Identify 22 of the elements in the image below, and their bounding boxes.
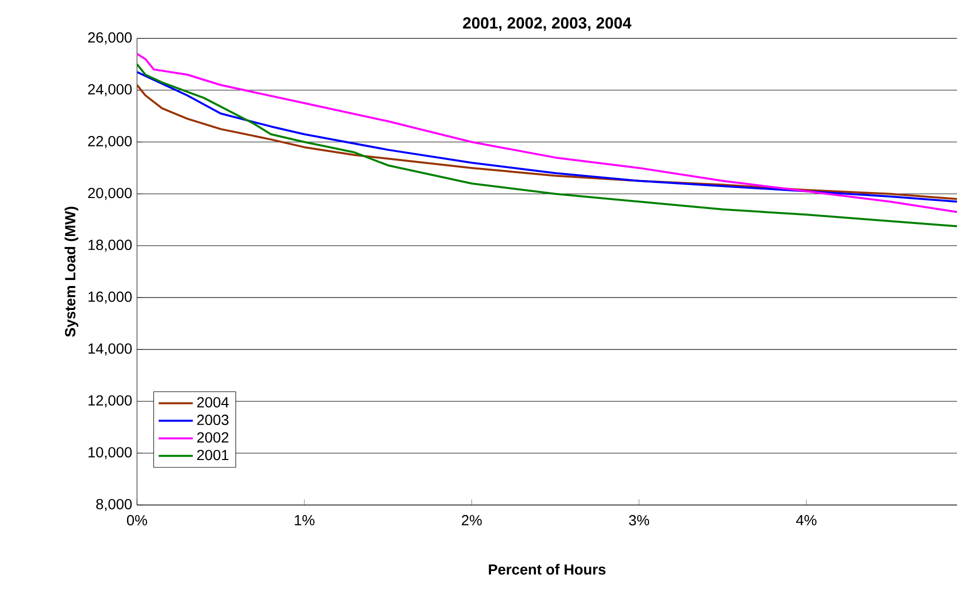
- y-tick-label: 24,000: [88, 84, 132, 96]
- y-tick-label: 10,000: [88, 447, 132, 460]
- legend-label: 2002: [197, 432, 228, 443]
- y-tick-label: 20,000: [88, 188, 132, 200]
- y-tick-label: 18,000: [88, 240, 132, 252]
- x-tick-label: 4%: [796, 515, 816, 526]
- y-tick-label: 8,000: [96, 498, 132, 512]
- y-tick-label: 16,000: [88, 292, 132, 304]
- chart-title: 2001, 2002, 2003, 2004: [463, 17, 632, 31]
- y-tick-label: 22,000: [88, 136, 132, 148]
- y-tick-label: 14,000: [88, 343, 132, 356]
- x-tick-label: 1%: [294, 515, 314, 526]
- legend-label: 2003: [197, 414, 228, 426]
- x-tick-label: 2%: [462, 515, 482, 526]
- y-axis-title: System Load (MW): [64, 206, 78, 337]
- y-tick-label: 12,000: [88, 395, 132, 408]
- x-tick-label: 0%: [126, 515, 148, 526]
- x-tick-label: 3%: [629, 515, 650, 526]
- legend-label: 2001: [197, 450, 228, 460]
- legend-label: 2004: [197, 397, 229, 408]
- x-axis-title: Percent of Hours: [488, 564, 606, 575]
- y-tick-label: 26,000: [88, 32, 132, 44]
